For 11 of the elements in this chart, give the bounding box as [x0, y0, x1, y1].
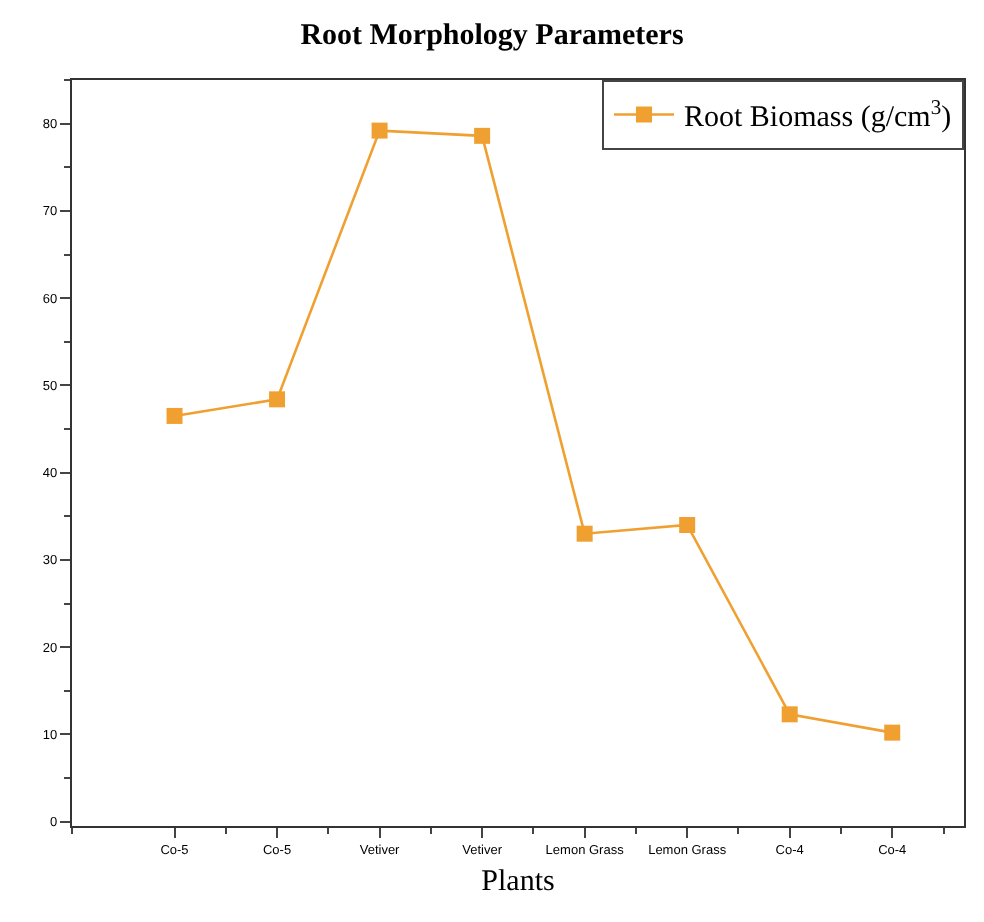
x-axis-title: Plants	[481, 865, 555, 898]
point	[679, 516, 696, 533]
point	[781, 706, 798, 723]
point	[884, 724, 901, 741]
legend-label: Root Biomass (g/cm$^{3}$)	[684, 97, 952, 135]
chart-title: Root Morphology Parameters	[300, 20, 684, 53]
point	[166, 407, 183, 424]
point	[474, 127, 491, 144]
point	[269, 391, 286, 408]
point	[371, 122, 388, 139]
point	[576, 525, 593, 542]
